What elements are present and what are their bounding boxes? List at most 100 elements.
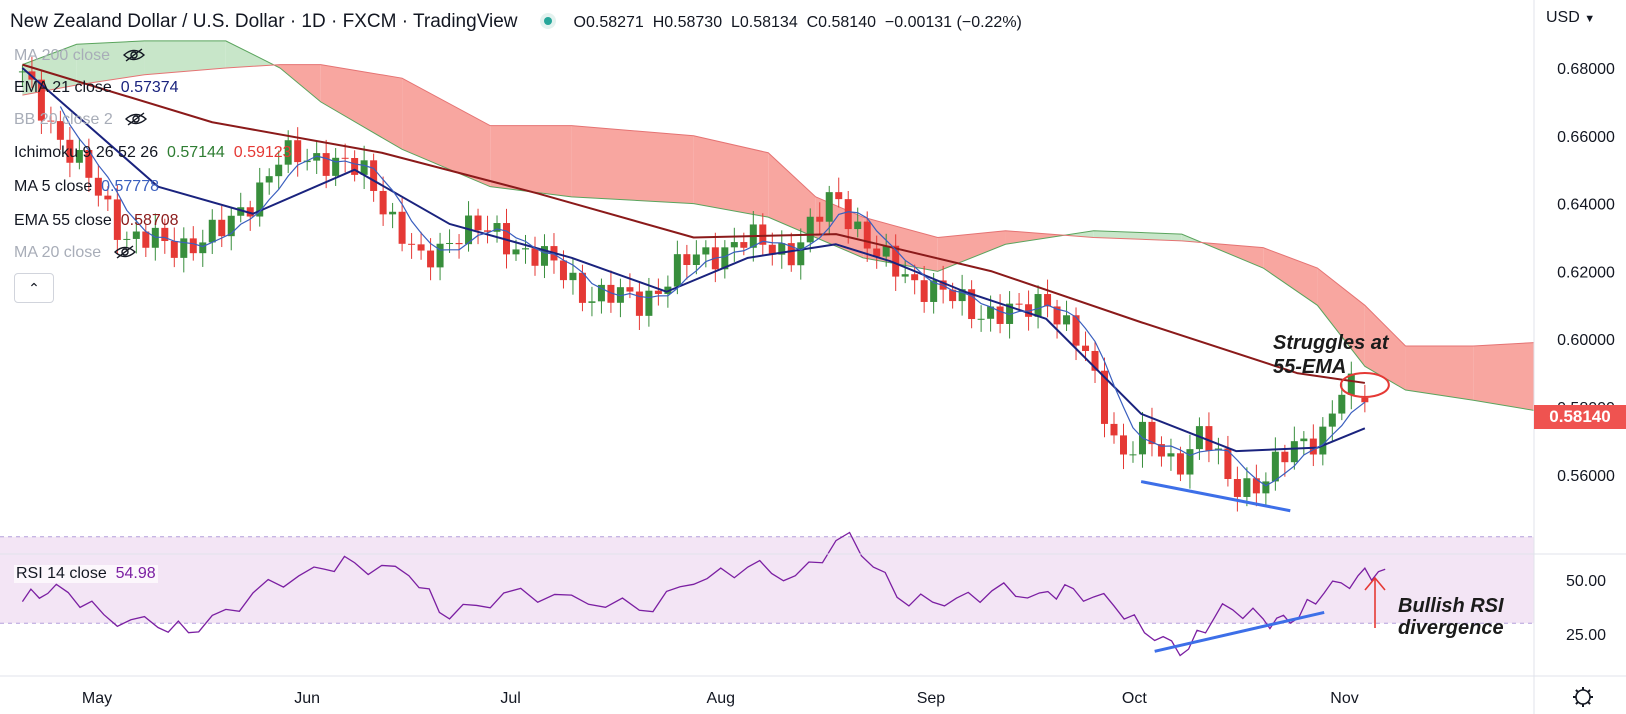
candle-body [1044,294,1052,307]
candle-body [132,231,140,239]
eye-crossed-icon[interactable] [113,245,136,259]
legend-bb[interactable]: BB 20 close 2 [14,110,148,130]
eye-crossed-icon[interactable] [125,112,148,126]
candle-body [265,176,273,183]
rsi-arrow-icon [1364,576,1386,591]
candle-body [759,224,767,245]
ema55-line [22,63,1366,384]
legend-ma200[interactable]: MA 200 close [14,46,145,66]
candle-body [208,219,216,243]
chart-header: New Zealand Dollar / U.S. Dollar · 1D · … [10,11,1022,33]
moving-averages [21,63,1366,487]
cloud-segment [225,40,275,68]
candle-body [1034,294,1042,317]
candle-body [408,243,416,245]
candle-body [654,290,662,294]
legend-ichimoku-value2: 0.59123 [233,144,292,161]
price-divergence-line [1140,480,1291,513]
legend-ema55[interactable]: EMA 55 close 0.58708 [14,211,179,231]
rsi-legend-value: 54.98 [115,565,156,582]
candle-body [797,242,805,266]
rsi-legend[interactable]: RSI 14 close 54.98 [14,565,158,583]
ema21-line [21,67,1366,453]
candle-body [379,190,387,215]
candle-body [294,140,302,163]
candle-body [1157,444,1165,457]
candle-body [1347,373,1355,395]
candle-body [1101,370,1109,424]
candle-body [474,215,482,231]
candle-body [949,289,957,302]
candle-body [673,254,681,287]
candle-body [607,284,615,303]
candle-body [218,219,226,237]
currency-label: USD [1546,9,1580,26]
legend-ema21[interactable]: EMA 21 close 0.57374 [14,78,179,98]
legend-ma5[interactable]: MA 5 close 0.57778 [14,177,159,197]
candle-body [113,199,121,240]
candle-body [370,160,378,191]
currency-selector[interactable]: USD ▼ [1546,9,1595,27]
legend-ma200-label: MA 200 close [14,47,111,64]
candle-body [37,79,45,121]
candle-body [635,291,643,316]
candle-body [246,207,254,217]
legend-ma20-label: MA 20 close [14,244,102,261]
price-tick-label: 0.56000 [1557,468,1615,485]
time-tick-label: Nov [1330,690,1358,707]
close-value: C0.58140 [806,14,876,31]
candle-body [1082,345,1090,351]
candle-body [559,260,567,281]
candle-body [512,249,520,255]
candle-body [816,216,824,222]
collapse-legend-button[interactable]: ⌃ [14,273,54,303]
eye-crossed-icon[interactable] [122,48,145,62]
rsi-tick-label: 25.00 [1566,627,1606,644]
candle-body [806,216,814,243]
candle-body [920,280,928,302]
candle-body [901,274,909,277]
candle-body [341,157,349,159]
candle-body [47,120,55,122]
candle-body [882,245,890,257]
settings-gear-tooth [1575,701,1579,705]
candles [18,56,1369,512]
candle-body [180,238,188,258]
candle-body [313,153,321,161]
candle-body [1053,306,1061,325]
candle-body [930,280,938,302]
candle-body [1186,449,1194,475]
rsi-panel [0,531,1534,657]
candle-body [256,182,264,217]
symbol-title[interactable]: New Zealand Dollar / U.S. Dollar · 1D · … [10,11,518,32]
rsi-line [21,531,1386,657]
legend-ema21-label: EMA 21 close [14,79,112,96]
candle-body [170,241,178,258]
legend-ichimoku[interactable]: Ichimoku 9 26 52 26 0.57144 0.59123 [14,143,292,163]
cloud-segment [22,44,77,96]
candle-body [94,177,102,196]
cloud-segment [402,78,491,187]
candle-body [1300,438,1308,442]
candle-body [56,121,64,140]
candle-body [1243,478,1251,497]
candle-body [389,211,397,215]
candle-body [977,318,985,320]
candle-body [85,149,93,178]
price-tick-label: 0.60000 [1557,332,1615,349]
candle-body [854,221,862,230]
candle-body [1091,350,1099,371]
price-tick-label: 0.66000 [1557,129,1615,146]
ohlc-readout: O0.58271 H0.58730 L0.58134 C0.58140 −0.0… [574,14,1022,31]
low-value: L0.58134 [730,14,798,31]
cloud-segment [1473,342,1534,411]
candle-body [284,140,292,165]
time-tick-label: Oct [1122,690,1147,707]
annotation-text: 55-EMA [1273,356,1346,378]
rsi-tick-label: 50.00 [1566,573,1606,590]
time-tick-label: Aug [707,690,735,707]
candle-body [597,284,605,302]
legend-ma20[interactable]: MA 20 close [14,243,136,263]
candle-body [1205,426,1213,451]
